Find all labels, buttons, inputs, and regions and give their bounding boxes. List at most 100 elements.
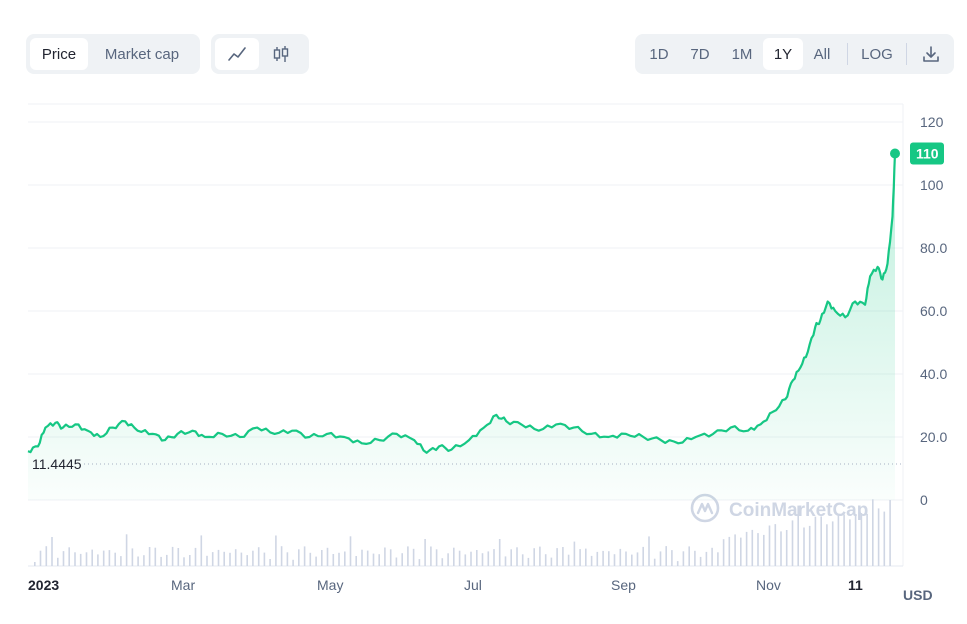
- volume-bar: [114, 552, 116, 566]
- volume-bar: [763, 534, 765, 566]
- volume-bar: [717, 552, 719, 566]
- range-all-button[interactable]: All: [813, 45, 831, 63]
- volume-bar: [458, 550, 461, 566]
- volume-bar: [361, 549, 363, 566]
- volume-bar: [303, 546, 306, 566]
- volume-bar: [705, 551, 708, 566]
- x-tick-label: May: [317, 577, 343, 593]
- x-tick-label: Sep: [611, 577, 636, 593]
- volume-bar: [108, 550, 111, 566]
- volume-bar: [257, 547, 260, 566]
- volume-bar: [407, 546, 409, 566]
- volume-bar: [504, 556, 507, 566]
- volume-bar: [866, 513, 868, 566]
- volume-bar: [148, 547, 151, 566]
- volume-bar: [183, 557, 185, 566]
- volume-bar: [412, 548, 415, 566]
- volume-bar: [309, 552, 312, 566]
- price-tab[interactable]: Price: [30, 38, 88, 70]
- volume-bar: [435, 549, 438, 566]
- volume-bar: [854, 514, 857, 566]
- y-tick-label: 40.0: [920, 366, 947, 382]
- volume-bar: [252, 550, 254, 566]
- toolbar-divider: [906, 43, 907, 65]
- y-tick-label: 60.0: [920, 303, 947, 319]
- candlestick-button[interactable]: [259, 38, 303, 70]
- volume-bar: [389, 549, 392, 566]
- volume-bar: [785, 530, 788, 566]
- volume-bar: [567, 554, 570, 566]
- volume-bar: [711, 547, 713, 566]
- current-price-dot: [890, 148, 900, 159]
- volume-bar: [430, 546, 432, 566]
- volume-bar: [573, 541, 576, 566]
- volume-bar: [286, 552, 289, 566]
- volume-bar: [102, 550, 105, 566]
- volume-bar: [91, 549, 93, 566]
- volume-bar: [860, 513, 863, 566]
- volume-bar: [441, 558, 444, 566]
- volume-bar: [315, 556, 317, 566]
- volume-bar: [533, 548, 535, 566]
- volume-bar: [344, 551, 346, 566]
- y-tick-label: 120: [920, 114, 944, 130]
- volume-bar: [550, 557, 553, 566]
- volume-bar: [745, 531, 748, 566]
- volume-bar: [814, 516, 817, 566]
- volume-bar: [85, 552, 88, 566]
- volume-bar: [826, 524, 828, 566]
- volume-bar: [39, 550, 42, 566]
- volume-bar: [872, 499, 874, 566]
- volume-bar: [665, 546, 667, 566]
- volume-bar: [688, 546, 690, 566]
- volume-bar: [240, 552, 243, 566]
- volume-bar: [510, 549, 512, 566]
- volume-bar: [516, 547, 518, 566]
- volume-bar: [68, 547, 70, 566]
- volume-bar: [194, 547, 197, 566]
- volume-bar: [321, 550, 323, 566]
- download-button[interactable]: [913, 38, 949, 70]
- y-tick-label: 80.0: [920, 240, 947, 256]
- volume-bar: [837, 514, 840, 566]
- volume-bar: [613, 554, 616, 566]
- y-tick-label: 100: [920, 177, 944, 193]
- volume-bar: [120, 556, 122, 566]
- volume-bar: [275, 535, 277, 566]
- volume-bar: [206, 555, 208, 566]
- volume-bar: [831, 521, 834, 566]
- download-icon: [923, 46, 939, 62]
- volume-bar: [803, 527, 805, 566]
- volume-bar: [217, 549, 220, 566]
- volume-bar: [298, 549, 300, 566]
- volume-bar: [338, 552, 340, 566]
- range-1m-button[interactable]: 1M: [731, 45, 753, 63]
- volume-bar: [401, 553, 403, 566]
- chart-type-toggle: [211, 34, 309, 74]
- range-7d-button[interactable]: 7D: [690, 45, 710, 63]
- volume-bar: [608, 551, 610, 566]
- x-axis-labels: 2023 Mar May Jul Sep Nov 11: [28, 577, 863, 593]
- volume-bar: [79, 553, 82, 566]
- volume-bar: [34, 562, 36, 566]
- volume-bar: [751, 529, 754, 566]
- volume-bar: [137, 556, 139, 566]
- log-scale-button[interactable]: LOG: [861, 45, 893, 63]
- volume-bar: [166, 554, 168, 566]
- range-1y-button[interactable]: 1Y: [763, 38, 803, 70]
- volume-bar: [544, 554, 547, 566]
- volume-bar: [585, 548, 587, 566]
- x-tick-label: Jul: [464, 577, 482, 593]
- range-1d-button[interactable]: 1D: [649, 45, 669, 63]
- line-chart-button[interactable]: [215, 38, 259, 70]
- volume-bar: [131, 548, 134, 566]
- marketcap-tab[interactable]: Market cap: [104, 45, 180, 63]
- volume-bar: [602, 550, 604, 566]
- volume-bar: [699, 556, 702, 566]
- volume-bar: [659, 551, 662, 566]
- line-chart-icon: [228, 47, 246, 61]
- volume-bar: [211, 552, 214, 566]
- currency-label: USD: [903, 587, 933, 603]
- volume-bar: [74, 552, 76, 566]
